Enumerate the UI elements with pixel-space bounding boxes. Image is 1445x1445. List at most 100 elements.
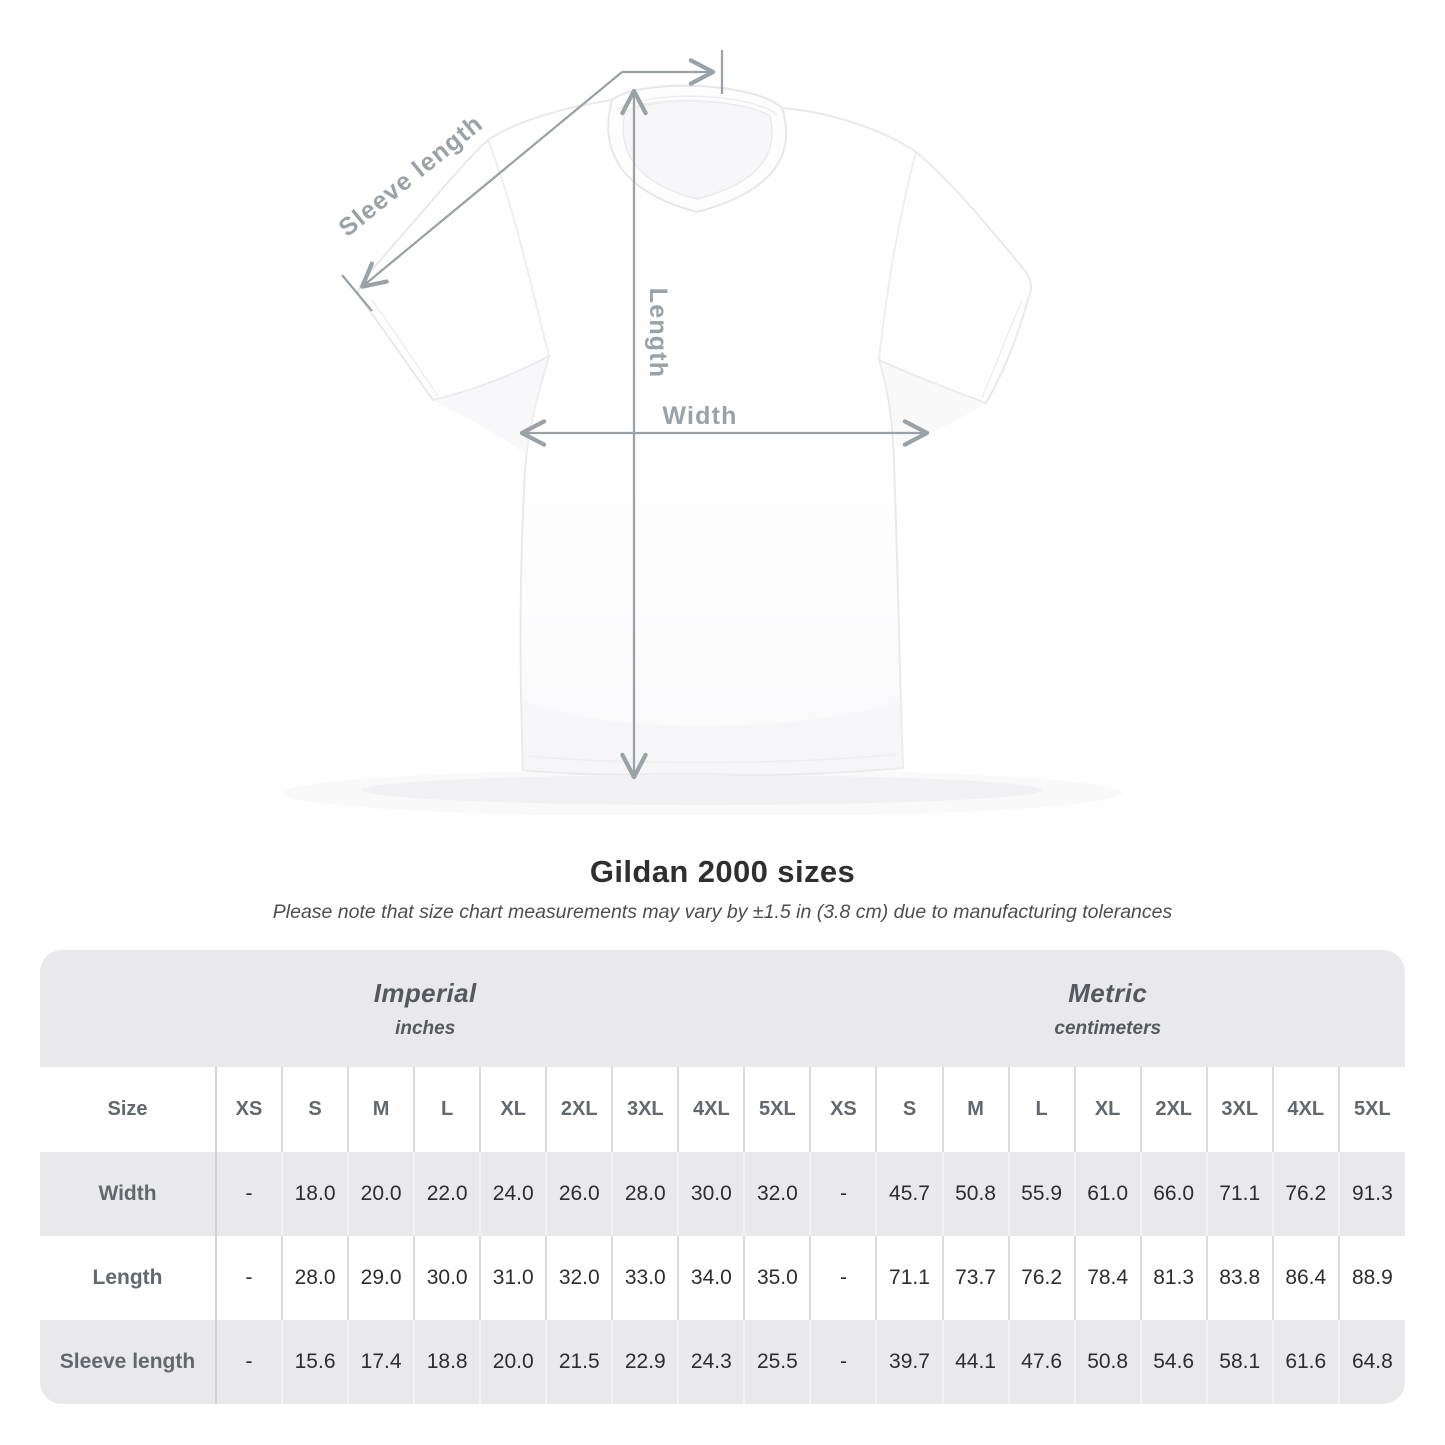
size-header-cell: XL <box>479 1067 547 1152</box>
value-cell: 44.1 <box>941 1320 1009 1404</box>
value-cell: 35.0 <box>743 1236 811 1320</box>
tshirt-size-diagram: Sleeve length Length Width <box>282 50 1122 815</box>
width-label: Width <box>662 402 737 430</box>
value-cell: 24.3 <box>677 1320 745 1404</box>
value-cell: 54.6 <box>1139 1320 1207 1404</box>
value-cell: 50.8 <box>1073 1320 1141 1404</box>
table-row: Sleeve length -15.6 17.4 18.8 20.0 21.5 22.9 24… <box>40 1320 1405 1404</box>
size-header-cell: M <box>347 1067 415 1152</box>
value-cell: 81.3 <box>1139 1236 1207 1320</box>
size-header-cell: 4XL <box>677 1067 745 1152</box>
imperial-title: Imperial <box>373 977 477 1008</box>
metric-unit: centimeters <box>1054 1017 1162 1039</box>
value-cell: 28.0 <box>281 1236 349 1320</box>
value-cell: 86.4 <box>1271 1236 1339 1320</box>
value-cell: 34.0 <box>677 1236 745 1320</box>
size-header-cell: S <box>281 1067 349 1152</box>
value-cell: 76.2 <box>1007 1236 1075 1320</box>
value-cell: 20.0 <box>347 1152 415 1236</box>
value-cell: 26.0 <box>545 1152 613 1236</box>
sleeve-length-end-tick <box>341 274 373 312</box>
size-header-cell: 3XL <box>1205 1067 1273 1152</box>
value-cell: - <box>214 1236 283 1320</box>
value-cell: 91.3 <box>1337 1152 1405 1236</box>
value-cell: 18.0 <box>281 1152 349 1236</box>
size-header-cell: XS <box>214 1067 283 1152</box>
unit-band-row: Imperial inches Metric centimeters <box>40 950 1405 1067</box>
value-cell: 24.0 <box>479 1152 547 1236</box>
size-column-header: Size <box>40 1067 216 1152</box>
measurement-annotations <box>341 50 930 780</box>
value-cell: 78.4 <box>1073 1236 1141 1320</box>
value-cell: 22.9 <box>611 1320 679 1404</box>
value-cell: 71.1 <box>875 1236 943 1320</box>
size-header-cell: L <box>413 1067 481 1152</box>
size-header-cell: XS <box>809 1067 877 1152</box>
value-cell: 28.0 <box>611 1152 679 1236</box>
value-cell: 25.5 <box>743 1320 811 1404</box>
row-label: Width <box>40 1152 216 1236</box>
page-title: Gildan 2000 sizes <box>589 854 856 889</box>
value-cell: 39.7 <box>875 1320 943 1404</box>
value-cell: 61.6 <box>1271 1320 1339 1404</box>
value-cell: 73.7 <box>941 1236 1009 1320</box>
value-cell: 32.0 <box>545 1236 613 1320</box>
value-cell: 21.5 <box>545 1320 613 1404</box>
row-label: Length <box>92 1266 163 1289</box>
size-header-cell: M <box>941 1067 1009 1152</box>
value-cell: 58.1 <box>1205 1320 1273 1404</box>
value-cell: 33.0 <box>611 1236 679 1320</box>
value-cell: - <box>214 1320 283 1404</box>
value-cell: 61.0 <box>1073 1152 1141 1236</box>
value-cell: - <box>809 1152 877 1236</box>
imperial-unit: inches <box>395 1017 456 1039</box>
value-cell: 71.1 <box>1205 1152 1273 1236</box>
value-cell: 76.2 <box>1271 1152 1339 1236</box>
metric-title: Metric <box>1068 977 1148 1008</box>
tolerance-note: Please note that size chart measurements… <box>272 901 1173 923</box>
value-cell: - <box>809 1320 877 1404</box>
value-cell: 30.0 <box>413 1236 481 1320</box>
size-header-cell: 4XL <box>1271 1067 1339 1152</box>
length-label: Length <box>644 288 672 379</box>
value-cell: 88.9 <box>1337 1236 1405 1320</box>
size-header-cell: 3XL <box>611 1067 679 1152</box>
size-header-cell: L <box>1007 1067 1075 1152</box>
value-cell: 17.4 <box>347 1320 415 1404</box>
value-cell: 45.7 <box>875 1152 943 1236</box>
imperial-band: Imperial inches <box>40 950 811 1067</box>
size-header-row: Size XS S M L XL 2XL 3XL 4XL 5XL XS S M L XL 2XL 3XL 4XL… <box>40 1067 1405 1152</box>
size-header-cell: 2XL <box>545 1067 613 1152</box>
size-header-cell: XL <box>1073 1067 1141 1152</box>
size-header-cell: 5XL <box>1337 1067 1405 1152</box>
table-row: Width -18.0 20.0 22.0 24.0 26.0 28.0 30.0 32.0-4… <box>40 1152 1405 1236</box>
value-cell: 20.0 <box>479 1320 547 1404</box>
table-row: Length -28.0 29.0 30.0 31.0 32.0 33.0 34.0 35.0-… <box>40 1236 1405 1320</box>
size-header-cell: S <box>875 1067 943 1152</box>
value-cell: 31.0 <box>479 1236 547 1320</box>
value-cell: 18.8 <box>413 1320 481 1404</box>
value-cell: 47.6 <box>1007 1320 1075 1404</box>
size-table: Imperial inches Metric centimeters Size … <box>40 950 1405 1404</box>
value-cell: - <box>214 1152 283 1236</box>
tshirt-photo: Sleeve length Length Width <box>282 50 1122 815</box>
value-cell: 66.0 <box>1139 1152 1207 1236</box>
row-label: Sleeve length <box>40 1320 216 1404</box>
value-cell: 22.0 <box>413 1152 481 1236</box>
sleeve-length-arrow <box>360 71 623 289</box>
value-cell: 29.0 <box>347 1236 415 1320</box>
value-cell: 83.8 <box>1205 1236 1273 1320</box>
value-cell: 50.8 <box>941 1152 1009 1236</box>
size-header-cell: 5XL <box>743 1067 811 1152</box>
value-cell: - <box>809 1236 877 1320</box>
value-cell: 30.0 <box>677 1152 745 1236</box>
size-table-container: Imperial inches Metric centimeters Size … <box>40 950 1405 1404</box>
value-cell: 64.8 <box>1337 1320 1405 1404</box>
size-header-cell: 2XL <box>1139 1067 1207 1152</box>
value-cell: 55.9 <box>1007 1152 1075 1236</box>
value-cell: 15.6 <box>281 1320 349 1404</box>
shirt-ground-shadow <box>282 769 1122 815</box>
metric-band: Metric centimeters <box>810 950 1405 1067</box>
value-cell: 32.0 <box>743 1152 811 1236</box>
tshirt-graphic <box>357 84 1033 776</box>
